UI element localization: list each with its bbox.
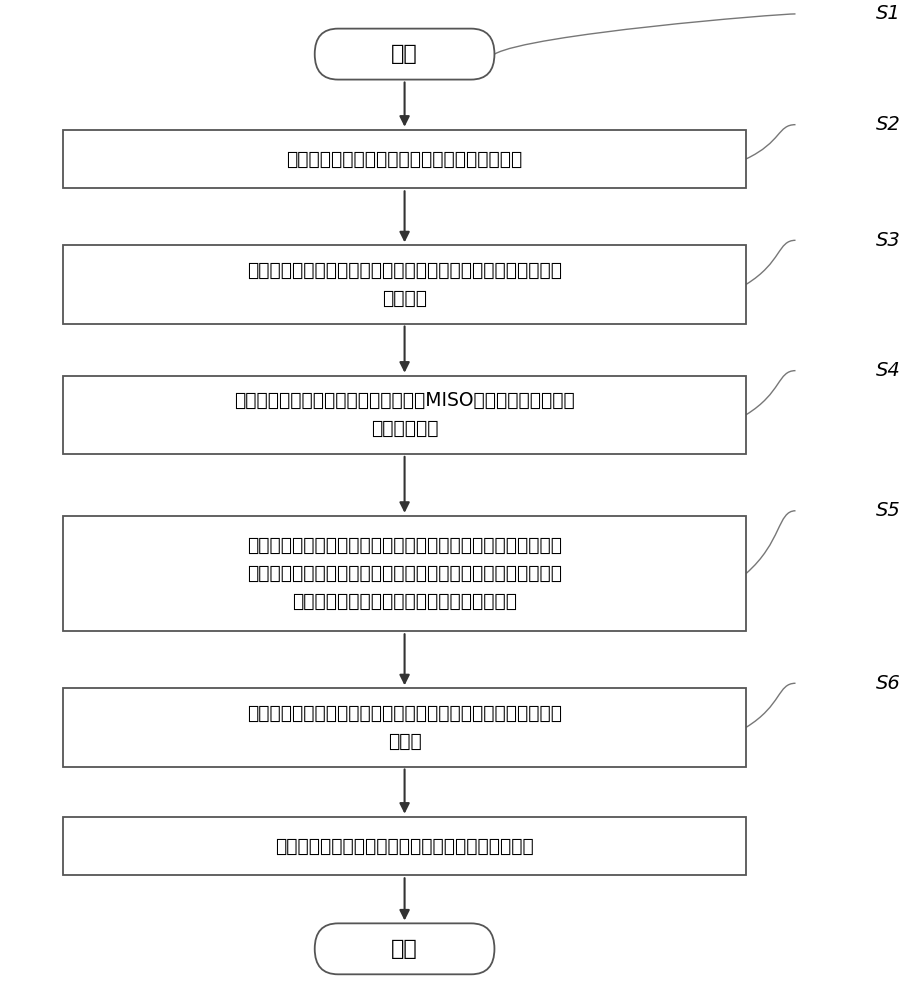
Text: S1: S1	[877, 4, 901, 23]
Text: S4: S4	[877, 361, 901, 380]
Bar	[63, 376, 746, 454]
Bar	[63, 130, 746, 188]
Text: S3: S3	[877, 231, 901, 250]
Text: 利用矩阵特征值及特征值对应的特征向量对相移矩阵进行相位优
化，使相移矩阵对角线上元素的每个相位等于对应最大特征值的
特征向量对应元素的相位，得到最优相移矩阵: 利用矩阵特征值及特征值对应的特征向量对相移矩阵进行相位优 化，使相移矩阵对角线上…	[247, 536, 562, 611]
Text: S2: S2	[877, 115, 901, 134]
Bar	[63, 817, 746, 875]
Text: 基于优化后的功率增益进行智能反射面被动波束赋型: 基于优化后的功率增益进行智能反射面被动波束赋型	[275, 836, 534, 855]
Text: 对二次型矩阵进行矩阵谱分解，获得矩阵特征值和特征值对应的
特征向量: 对二次型矩阵进行矩阵谱分解，获得矩阵特征值和特征值对应的 特征向量	[247, 261, 562, 308]
Text: S5: S5	[877, 501, 901, 520]
Text: 开始: 开始	[392, 44, 418, 64]
FancyBboxPatch shape	[315, 923, 494, 974]
Bar	[63, 516, 746, 631]
Text: 结束: 结束	[392, 939, 418, 959]
Text: 获取单位元约束复数域二次型问题的二次型矩阵: 获取单位元约束复数域二次型问题的二次型矩阵	[286, 149, 523, 168]
FancyBboxPatch shape	[315, 29, 494, 80]
Text: 对于单个智能反射面的通信系统，构建MISO单用户模型，并从中
提取相移矩阵: 对于单个智能反射面的通信系统，构建MISO单用户模型，并从中 提取相移矩阵	[234, 391, 575, 438]
Text: 将最优相移矩阵代入设定的优化模型进行计算，获得优化后的功
率增益: 将最优相移矩阵代入设定的优化模型进行计算，获得优化后的功 率增益	[247, 704, 562, 751]
Bar	[63, 245, 746, 324]
Text: S6: S6	[877, 674, 901, 693]
Bar	[63, 688, 746, 767]
